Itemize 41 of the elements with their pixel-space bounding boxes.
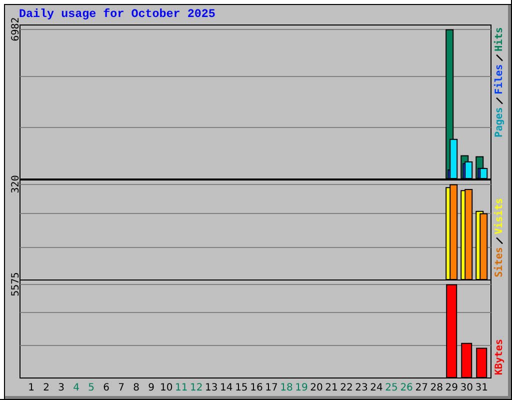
x-tick-label: 20	[310, 382, 323, 394]
x-tick-label: 8	[133, 382, 140, 394]
text: Visits	[494, 198, 506, 234]
text: KBytes	[494, 338, 506, 375]
x-tick-label: 10	[160, 382, 173, 394]
x-tick-label: 5	[88, 382, 94, 394]
x-tick-label: 25	[385, 382, 398, 394]
x-tick-label: 18	[280, 382, 293, 394]
chart-title: Daily usage for October 2025	[19, 7, 216, 21]
x-tick-label: 3	[58, 382, 64, 394]
x-tick-label: 2	[43, 382, 50, 394]
x-tick-label: 23	[355, 382, 368, 394]
x-tick-label: 19	[295, 382, 308, 394]
x-tick-label: 24	[370, 382, 383, 394]
legend-label: Files	[494, 64, 506, 94]
y-tick-label: 6982	[10, 17, 22, 42]
x-tick-label: 22	[340, 382, 353, 394]
y-tick-label: 320	[10, 175, 22, 194]
x-tick-label: 6	[103, 382, 110, 394]
x-tick-label: 16	[250, 382, 263, 394]
x-tick-label: 30	[460, 382, 473, 394]
x-tick-label: 14	[220, 382, 233, 394]
x-tick-label: 13	[205, 382, 218, 394]
x-tick-label: 28	[430, 382, 443, 394]
x-tick-label: 15	[235, 382, 248, 394]
x-tick-label: 7	[118, 382, 125, 394]
x-tick-label: 9	[148, 382, 155, 394]
x-tick-label: 29	[445, 382, 458, 394]
x-tick-label: 12	[190, 382, 203, 394]
y-tick-label: 5575	[10, 272, 22, 296]
x-tick-label: 31	[475, 382, 488, 394]
x-tick-label: 11	[175, 382, 188, 394]
x-tick-label: 17	[265, 382, 278, 394]
x-tick-label: 26	[400, 382, 413, 394]
text: Hits	[494, 27, 506, 52]
x-tick-label: 27	[415, 382, 428, 394]
x-tick-label: 21	[325, 382, 338, 394]
x-tick-label: 4	[73, 382, 80, 394]
legend-label: Pages	[494, 107, 506, 138]
legend-label: Sites	[494, 246, 506, 277]
x-tick-label: 1	[28, 382, 34, 394]
